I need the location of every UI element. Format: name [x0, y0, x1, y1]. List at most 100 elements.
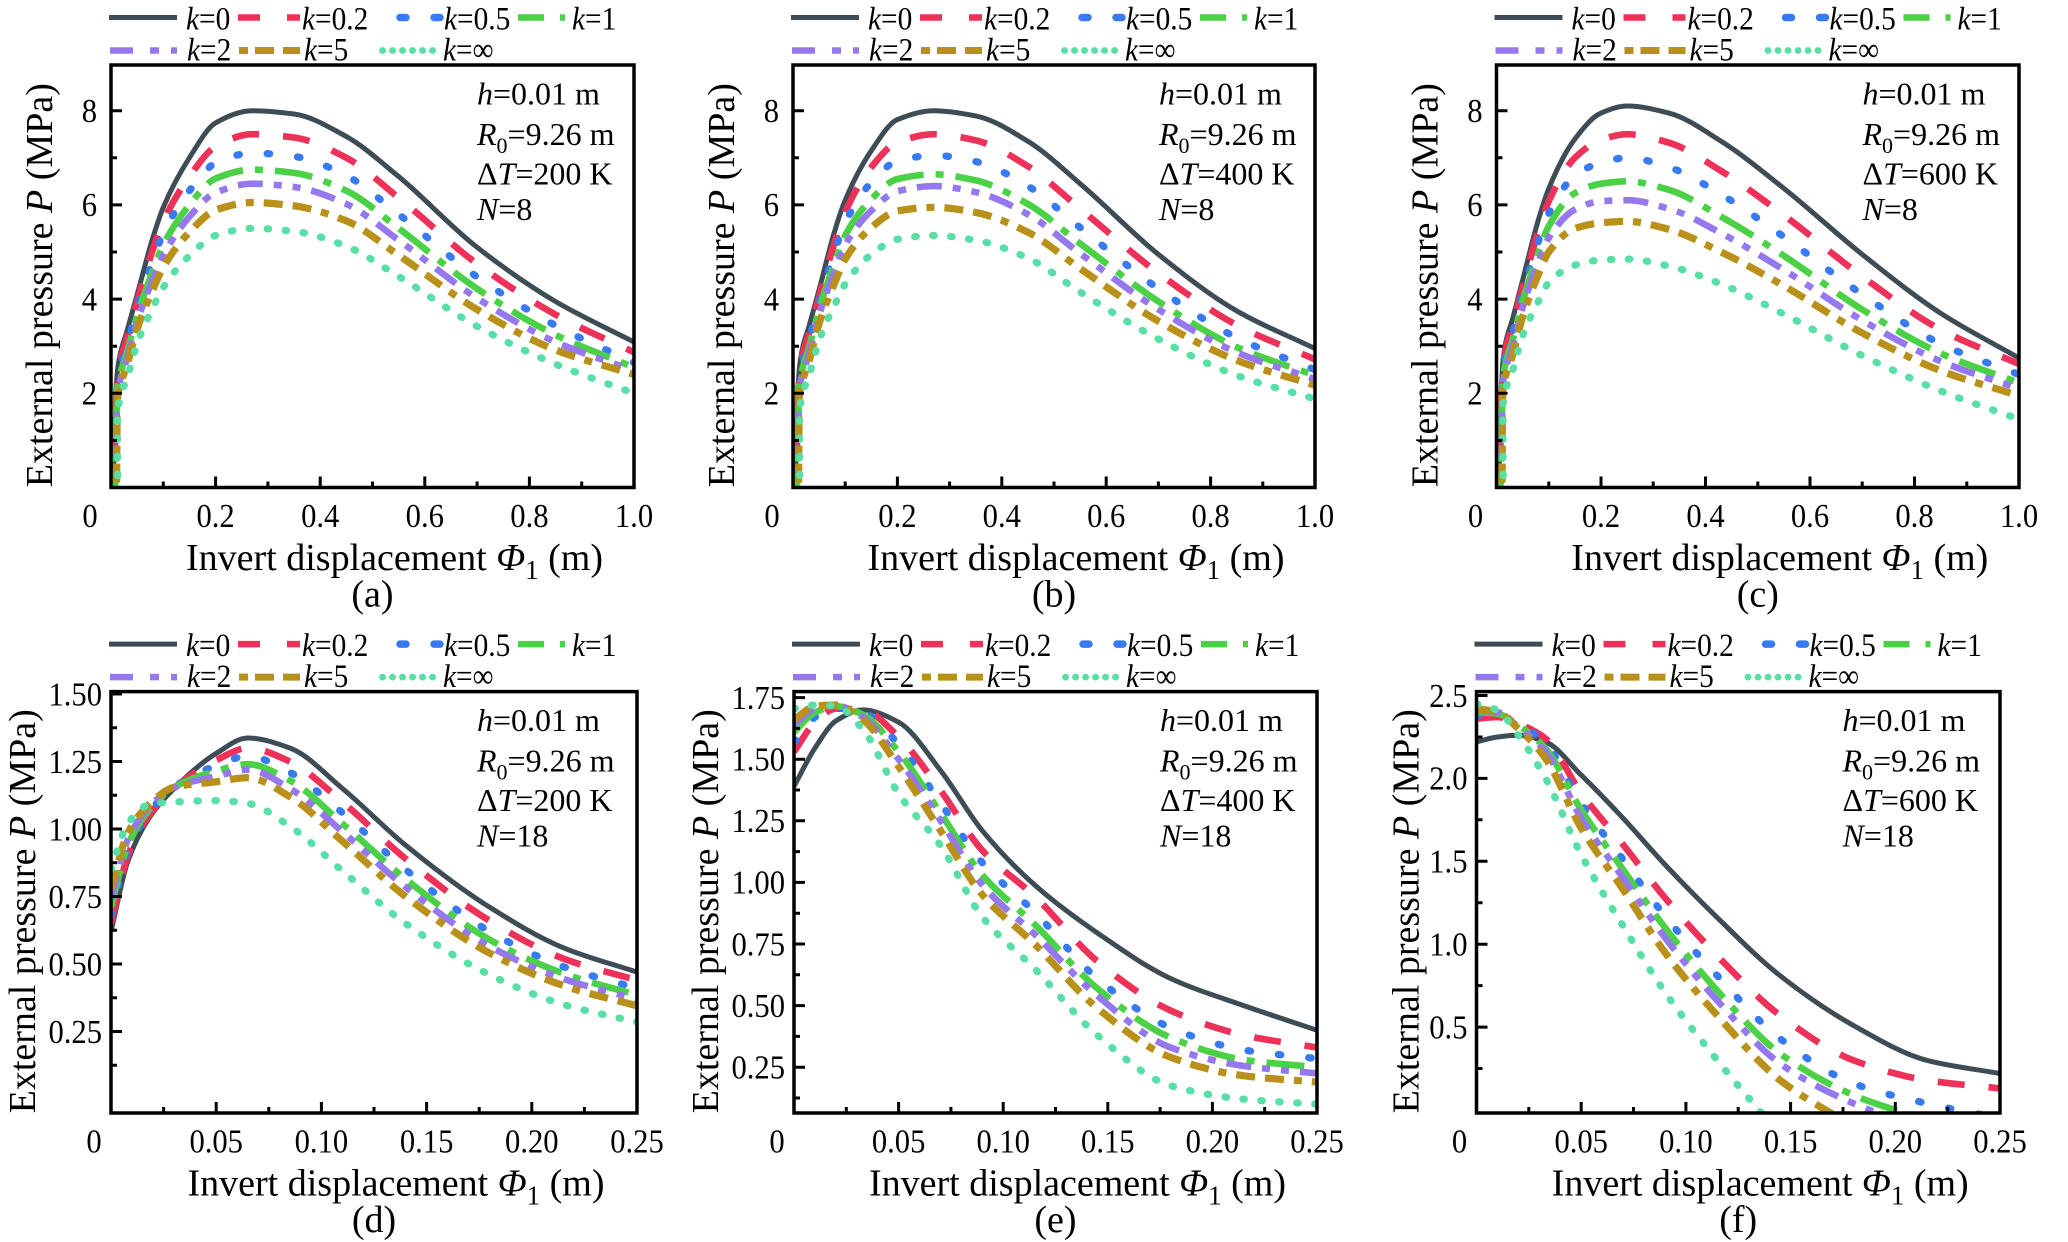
svg-text:1.0: 1.0 [1429, 925, 1467, 963]
svg-text:k=0.5: k=0.5 [444, 626, 510, 663]
svg-text:1.0: 1.0 [2000, 497, 2038, 535]
svg-text:k=1: k=1 [1938, 626, 1982, 663]
svg-text:0: 0 [86, 1122, 101, 1160]
svg-text:k=0.2: k=0.2 [984, 0, 1050, 37]
svg-text:0.20: 0.20 [1186, 1122, 1240, 1160]
svg-text:k=0: k=0 [1572, 0, 1616, 37]
svg-text:1.25: 1.25 [731, 802, 785, 840]
svg-text:1.5: 1.5 [1429, 842, 1467, 880]
svg-text:0.50: 0.50 [48, 945, 102, 983]
svg-text:0.25: 0.25 [48, 1012, 102, 1050]
svg-text:k=∞: k=∞ [1125, 31, 1176, 68]
svg-text:k=1: k=1 [572, 626, 616, 663]
svg-text:k=0.2: k=0.2 [1668, 626, 1734, 663]
svg-text:Invert displacement Φ1 (m): Invert displacement Φ1 (m) [869, 1163, 1286, 1211]
svg-text:k=2: k=2 [870, 658, 914, 695]
svg-text:k=2: k=2 [187, 658, 231, 695]
svg-text:k=∞: k=∞ [1126, 658, 1177, 695]
svg-text:k=1: k=1 [1958, 0, 2002, 37]
svg-text:k=0: k=0 [186, 626, 230, 663]
svg-text:R0=9.26 m: R0=9.26 m [1159, 743, 1298, 785]
svg-text:1.0: 1.0 [1296, 497, 1334, 535]
svg-text:4: 4 [82, 280, 97, 318]
svg-text:h=0.01 m: h=0.01 m [1843, 702, 1966, 738]
svg-text:(f): (f) [1719, 1199, 1757, 1241]
svg-text:6: 6 [764, 186, 779, 224]
svg-text:(c): (c) [1737, 574, 1779, 616]
svg-text:External pressure P (MPa): External pressure P (MPa) [685, 709, 727, 1113]
svg-text:R0=9.26 m: R0=9.26 m [1842, 743, 1981, 785]
svg-text:k=2: k=2 [1573, 31, 1617, 68]
svg-text:N=8: N=8 [1862, 191, 1918, 227]
svg-text:k=0.5: k=0.5 [1127, 626, 1193, 663]
svg-text:0.15: 0.15 [1764, 1122, 1818, 1160]
svg-text:0: 0 [82, 497, 97, 535]
svg-text:k=2: k=2 [869, 31, 913, 68]
svg-text:2: 2 [82, 374, 97, 412]
svg-text:0.10: 0.10 [1659, 1122, 1713, 1160]
svg-text:0.2: 0.2 [1582, 497, 1620, 535]
svg-text:ΔT=600 K: ΔT=600 K [1843, 782, 1979, 818]
svg-text:0.20: 0.20 [1869, 1122, 1923, 1160]
svg-text:0.25: 0.25 [731, 1048, 785, 1086]
svg-text:1.00: 1.00 [48, 810, 102, 848]
svg-text:k=5: k=5 [986, 31, 1030, 68]
svg-text:ΔT=200 K: ΔT=200 K [477, 782, 613, 818]
svg-text:0.20: 0.20 [505, 1122, 559, 1160]
svg-text:k=0.2: k=0.2 [302, 626, 368, 663]
svg-text:0: 0 [1452, 1122, 1467, 1160]
svg-text:h=0.01 m: h=0.01 m [477, 76, 600, 112]
svg-text:0.10: 0.10 [295, 1122, 349, 1160]
svg-text:0.8: 0.8 [1895, 497, 1933, 535]
svg-text:0: 0 [769, 1122, 784, 1160]
svg-text:1.25: 1.25 [48, 742, 102, 780]
svg-text:0.6: 0.6 [1791, 497, 1829, 535]
svg-text:k=0.2: k=0.2 [1688, 0, 1754, 37]
svg-text:External pressure P (MPa): External pressure P (MPa) [2, 709, 44, 1113]
svg-text:k=1: k=1 [1254, 0, 1298, 37]
svg-text:0.2: 0.2 [878, 497, 916, 535]
svg-text:0.75: 0.75 [48, 877, 102, 915]
svg-text:1.00: 1.00 [731, 863, 785, 901]
svg-text:0.05: 0.05 [189, 1122, 243, 1160]
svg-text:4: 4 [1467, 280, 1482, 318]
svg-text:N=18: N=18 [476, 818, 548, 854]
svg-text:k=0.2: k=0.2 [985, 626, 1051, 663]
svg-text:h=0.01 m: h=0.01 m [1863, 76, 1986, 112]
svg-text:N=18: N=18 [1159, 818, 1231, 854]
svg-text:8: 8 [1467, 92, 1482, 130]
svg-text:k=0.5: k=0.5 [1830, 0, 1896, 37]
svg-text:k=0.5: k=0.5 [1126, 0, 1192, 37]
svg-text:0.8: 0.8 [510, 497, 548, 535]
svg-text:0.25: 0.25 [610, 1122, 664, 1160]
svg-text:k=5: k=5 [304, 658, 348, 695]
svg-text:0.8: 0.8 [1191, 497, 1229, 535]
svg-text:k=∞: k=∞ [443, 31, 494, 68]
svg-text:0.50: 0.50 [731, 986, 785, 1024]
svg-text:ΔT=400 K: ΔT=400 K [1160, 782, 1296, 818]
svg-text:Invert displacement Φ1 (m): Invert displacement Φ1 (m) [1552, 1163, 1969, 1211]
svg-text:R0=9.26 m: R0=9.26 m [476, 116, 615, 158]
svg-text:ΔT=600 K: ΔT=600 K [1863, 156, 1999, 192]
svg-text:ΔT=200 K: ΔT=200 K [477, 156, 613, 192]
svg-text:0.15: 0.15 [400, 1122, 454, 1160]
svg-text:0.4: 0.4 [983, 497, 1021, 535]
svg-text:0.2: 0.2 [196, 497, 234, 535]
svg-text:2: 2 [1467, 374, 1482, 412]
svg-text:2.5: 2.5 [1429, 676, 1467, 714]
svg-text:k=0: k=0 [868, 0, 912, 37]
svg-text:R0=9.26 m: R0=9.26 m [1158, 116, 1297, 158]
svg-text:8: 8 [82, 92, 97, 130]
svg-text:k=5: k=5 [1690, 31, 1734, 68]
svg-text:1.75: 1.75 [731, 678, 785, 716]
svg-text:0: 0 [1468, 497, 1483, 535]
svg-text:0.15: 0.15 [1081, 1122, 1135, 1160]
svg-text:4: 4 [764, 280, 779, 318]
svg-text:1.50: 1.50 [48, 675, 102, 713]
svg-text:0.4: 0.4 [301, 497, 339, 535]
svg-text:k=2: k=2 [1553, 658, 1597, 695]
svg-text:1.50: 1.50 [731, 740, 785, 778]
svg-text:6: 6 [82, 186, 97, 224]
svg-text:0.6: 0.6 [1087, 497, 1125, 535]
svg-text:k=0: k=0 [186, 0, 230, 37]
